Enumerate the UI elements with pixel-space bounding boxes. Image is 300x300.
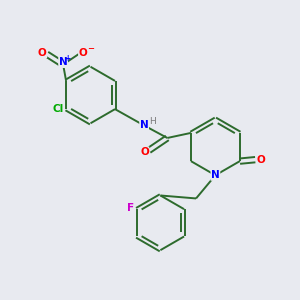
Text: O: O bbox=[140, 147, 149, 157]
Text: N: N bbox=[59, 58, 68, 68]
Text: O: O bbox=[79, 48, 87, 58]
Text: +: + bbox=[64, 53, 70, 62]
Text: N: N bbox=[140, 121, 148, 130]
Text: O: O bbox=[256, 155, 265, 165]
Text: Cl: Cl bbox=[52, 104, 63, 114]
Text: H: H bbox=[149, 116, 156, 125]
Text: −: − bbox=[88, 44, 94, 53]
Text: F: F bbox=[127, 203, 134, 213]
Text: N: N bbox=[211, 170, 220, 180]
Text: O: O bbox=[38, 48, 47, 58]
